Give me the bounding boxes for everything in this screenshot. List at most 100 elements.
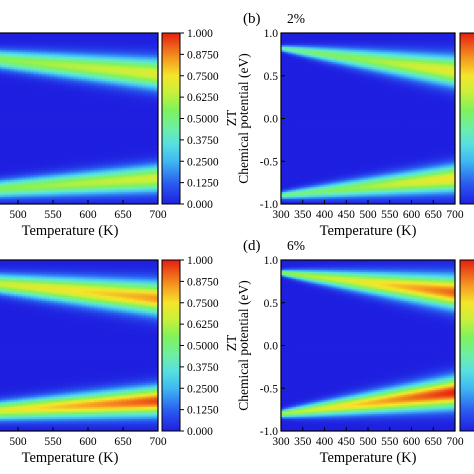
heatmap-cell bbox=[34, 123, 39, 126]
heatmap-cell bbox=[74, 171, 79, 174]
heatmap-cell bbox=[66, 161, 71, 164]
heatmap-cell bbox=[26, 186, 31, 190]
heatmap-cell bbox=[26, 156, 31, 159]
heatmap-cell bbox=[70, 65, 75, 68]
heatmap-cell bbox=[66, 130, 71, 133]
heatmap-cell bbox=[54, 193, 59, 197]
heatmap-cell bbox=[30, 180, 35, 183]
heatmap-cell bbox=[74, 91, 79, 94]
heatmap-cell bbox=[2, 60, 7, 63]
heatmap-cell bbox=[0, 53, 3, 56]
heatmap-cell bbox=[46, 140, 51, 144]
heatmap-cell bbox=[0, 169, 3, 173]
heatmap-cell bbox=[30, 70, 35, 73]
heatmap-cell bbox=[74, 144, 79, 147]
heatmap-cell bbox=[62, 161, 67, 164]
heatmap-cell bbox=[50, 147, 55, 150]
heatmap-cell bbox=[38, 46, 43, 49]
heatmap-cell bbox=[0, 50, 3, 53]
heatmap-cell bbox=[30, 91, 35, 94]
heatmap-cell bbox=[22, 99, 27, 102]
heatmap-cell bbox=[10, 111, 15, 114]
heatmap-cell bbox=[18, 202, 23, 204]
heatmap-cell bbox=[70, 173, 75, 176]
heatmap-cell bbox=[26, 92, 31, 96]
heatmap-cell bbox=[30, 150, 35, 154]
heatmap-cell bbox=[70, 166, 75, 169]
heatmap-cell bbox=[70, 36, 75, 39]
heatmap-cell bbox=[18, 51, 23, 55]
heatmap-cell bbox=[54, 96, 59, 99]
heatmap-cell bbox=[6, 132, 11, 135]
heatmap-cell bbox=[22, 65, 27, 68]
heatmap-cell bbox=[2, 192, 7, 195]
heatmap-cell bbox=[30, 195, 35, 198]
heatmap-cell bbox=[38, 50, 43, 53]
heatmap-cell bbox=[0, 62, 3, 65]
heatmap-cell bbox=[18, 171, 23, 174]
heatmap-cell bbox=[14, 67, 19, 70]
heatmap-cell bbox=[46, 63, 51, 67]
heatmap-cell bbox=[54, 41, 59, 44]
heatmap-cell bbox=[58, 150, 63, 154]
heatmap-cell bbox=[22, 118, 27, 121]
heatmap-cell bbox=[6, 161, 11, 164]
heatmap-cell bbox=[34, 186, 39, 190]
heatmap-cell bbox=[50, 178, 55, 181]
heatmap-cell bbox=[58, 33, 63, 36]
heatmap-cell bbox=[62, 139, 67, 142]
heatmap-cell bbox=[50, 46, 55, 49]
heatmap-cell bbox=[54, 200, 59, 203]
heatmap-cell bbox=[42, 195, 47, 198]
heatmap-cell bbox=[14, 181, 19, 185]
heatmap-cell bbox=[6, 192, 11, 195]
heatmap-cell bbox=[6, 39, 11, 43]
heatmap-cell bbox=[6, 178, 11, 181]
heatmap-cell bbox=[70, 128, 75, 132]
heatmap-cell bbox=[14, 97, 19, 101]
heatmap-cell bbox=[62, 113, 67, 116]
heatmap-cell bbox=[30, 171, 35, 174]
heatmap-cell bbox=[26, 178, 31, 181]
heatmap-cell bbox=[74, 56, 79, 60]
heatmap-cell bbox=[10, 150, 15, 154]
heatmap-cell bbox=[14, 72, 19, 75]
heatmap-cell bbox=[54, 132, 59, 135]
heatmap-cell bbox=[34, 176, 39, 179]
heatmap-cell bbox=[38, 79, 43, 82]
heatmap-cell bbox=[14, 149, 19, 152]
heatmap-cell bbox=[58, 91, 63, 94]
heatmap-cell bbox=[38, 174, 43, 178]
heatmap-cell bbox=[14, 79, 19, 82]
heatmap-cell bbox=[54, 181, 59, 185]
heatmap-cell bbox=[26, 161, 31, 164]
heatmap-cell bbox=[74, 60, 79, 63]
heatmap-cell bbox=[6, 70, 11, 73]
heatmap-cell bbox=[50, 133, 55, 137]
heatmap-cell bbox=[22, 127, 27, 130]
heatmap-cell bbox=[30, 116, 35, 120]
heatmap-cell bbox=[50, 140, 55, 144]
heatmap-cell bbox=[50, 34, 55, 38]
heatmap-cell bbox=[30, 159, 35, 162]
heatmap-cell bbox=[10, 60, 15, 63]
heatmap-cell bbox=[42, 106, 47, 109]
heatmap-cell bbox=[18, 101, 23, 104]
heatmap-cell bbox=[54, 48, 59, 51]
heatmap-cell bbox=[14, 58, 19, 61]
heatmap-cell bbox=[74, 74, 79, 77]
heatmap-cell bbox=[30, 139, 35, 142]
heatmap-cell bbox=[2, 94, 7, 97]
heatmap-cell bbox=[46, 162, 51, 166]
heatmap-cell bbox=[58, 183, 63, 186]
heatmap-cell bbox=[14, 139, 19, 142]
heatmap-cell bbox=[2, 75, 7, 79]
heatmap-cell bbox=[62, 195, 67, 198]
heatmap-cell bbox=[2, 130, 7, 133]
heatmap-cell bbox=[26, 188, 31, 191]
heatmap-cell bbox=[18, 156, 23, 159]
heatmap-cell bbox=[62, 82, 67, 85]
heatmap-cell bbox=[10, 72, 15, 75]
heatmap-cell bbox=[54, 44, 59, 48]
heatmap-cell bbox=[54, 128, 59, 132]
